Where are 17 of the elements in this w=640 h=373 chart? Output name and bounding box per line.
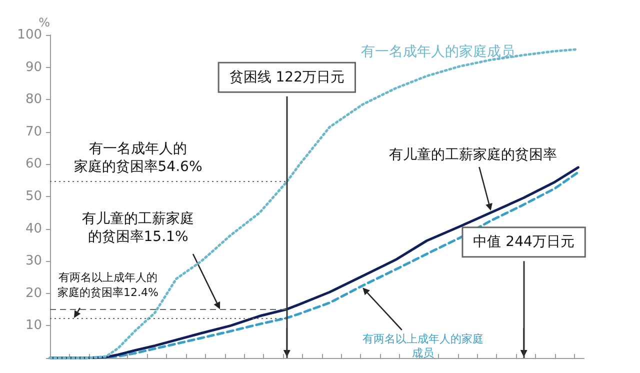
y-axis-title: % bbox=[38, 16, 50, 30]
y-tick-label: 70 bbox=[25, 124, 42, 140]
y-tick-label: 10 bbox=[25, 318, 42, 334]
ref-line-label: 有一名成年人的家庭的贫困率54.6% bbox=[74, 141, 202, 175]
y-tick-label: 50 bbox=[25, 189, 42, 204]
ref-line-label: 有两名以上成年人的家庭的贫困率12.4% bbox=[58, 271, 158, 299]
y-tick-label: 100 bbox=[17, 28, 42, 42]
ref-line-label: 贫困线 122万日元 bbox=[229, 69, 344, 86]
ref-line-label: 中值 244万日元 bbox=[473, 234, 574, 250]
y-tick-label: 80 bbox=[25, 92, 42, 108]
y-tick-label: 30 bbox=[25, 254, 42, 269]
y-tick-label: 90 bbox=[25, 60, 42, 75]
y-tick-label: 40 bbox=[25, 221, 42, 236]
series-label: 有儿童的工薪家庭的贫困率 bbox=[389, 147, 557, 163]
y-tick-label: 20 bbox=[25, 286, 42, 301]
ref-line-label: 有儿童的工薪家庭的贫困率15.1% bbox=[82, 211, 194, 245]
y-tick-label: 60 bbox=[25, 156, 42, 172]
